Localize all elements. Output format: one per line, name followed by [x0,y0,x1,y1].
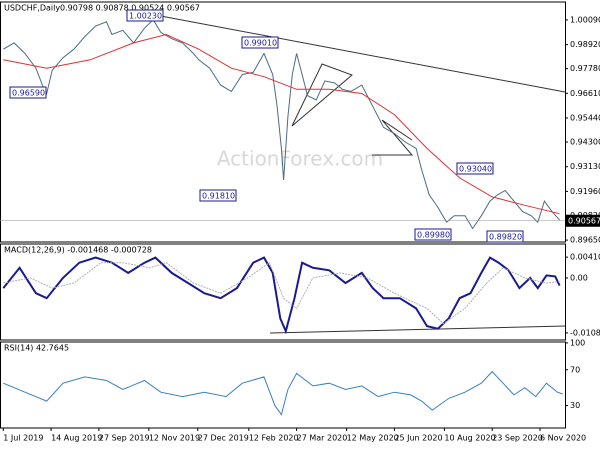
annotation: 0.89820 [489,233,522,242]
y-tick-label: -0.010833 [570,328,600,337]
y-tick-label: 0.96610 [570,89,600,98]
annotation-box [199,189,237,202]
x-tick-label: 27 Sep 2019 [99,434,150,443]
x-tick-label: 12 May 2020 [347,434,399,443]
y-tick-label: 0.93130 [570,162,600,171]
annotation-box [486,230,524,243]
last-price-label: 0.90567 [568,216,600,225]
x-tick-label: 12 Feb 2020 [249,434,299,443]
annotation-box [9,86,47,99]
series-line [3,261,560,325]
macd-trend-line [269,325,566,334]
panel-title: MACD(12,26,9) -0.001468 -0.000728 [4,246,152,255]
annotation: 0.93040 [459,165,492,174]
annotation-box [241,36,279,49]
panel-subtitle: 0.90798 0.90878 0.90524 0.90567 [60,4,200,13]
y-tick-label: 0.94300 [570,138,600,147]
y-tick-label: 0.98920 [570,40,600,49]
x-tick-label: 6 Nov 2020 [540,434,586,443]
panel-frame [0,1,566,243]
x-tick-label: 23 Sep 2020 [492,434,543,443]
y-tick-label: 30 [570,401,580,410]
panel-frame [0,243,566,341]
annotation-box [126,9,164,22]
series-line [2,256,561,335]
annotation: 0.99010 [244,39,277,48]
watermark: ActionForex.com [217,147,383,171]
y-tick-label: 100 [570,338,585,347]
x-tick-label: 10 Aug 2020 [444,434,495,443]
y-tick-label: 0.95440 [570,113,600,122]
annotation: 1.00230 [129,12,162,21]
annotation: 0.89980 [417,231,450,240]
x-tick-label: 25 Jun 2020 [394,434,442,443]
y-tick-label: 1.00090 [570,15,600,24]
y-tick-label: 70 [570,365,580,374]
wedge [372,119,414,156]
series-line [3,370,563,416]
y-tick-label: 0.00 [570,273,588,282]
y-tick-label: 0.89650 [570,236,600,245]
x-tick-label: 27 Dec 2019 [198,434,249,443]
panel-frame [0,341,566,429]
last-price-box [565,214,600,227]
x-tick-label: 27 Mar 2020 [297,434,348,443]
panel-title: RSI(14) 42.7645 [4,344,69,353]
panel-title: USDCHF,Daily [4,4,60,13]
trend-line [149,13,566,93]
y-tick-label: 0.004101 [570,253,600,262]
annotation-box [456,162,494,175]
annotation: 0.96590 [12,89,45,98]
annotation-box [414,228,452,241]
series-line [3,18,560,230]
y-tick-label: 0.97780 [570,64,600,73]
annotation: 0.91810 [202,192,235,201]
y-tick-label: 0.91960 [570,187,600,196]
annotations: 1.00230 0.99010 0.96590 0.91810 0.93040 … [9,9,524,243]
x-tick-label: 14 Aug 2019 [51,434,102,443]
x-tick-label: 1 Jul 2019 [3,434,43,443]
series-line [3,33,560,215]
x-tick-label: 12 Nov 2019 [149,434,200,443]
